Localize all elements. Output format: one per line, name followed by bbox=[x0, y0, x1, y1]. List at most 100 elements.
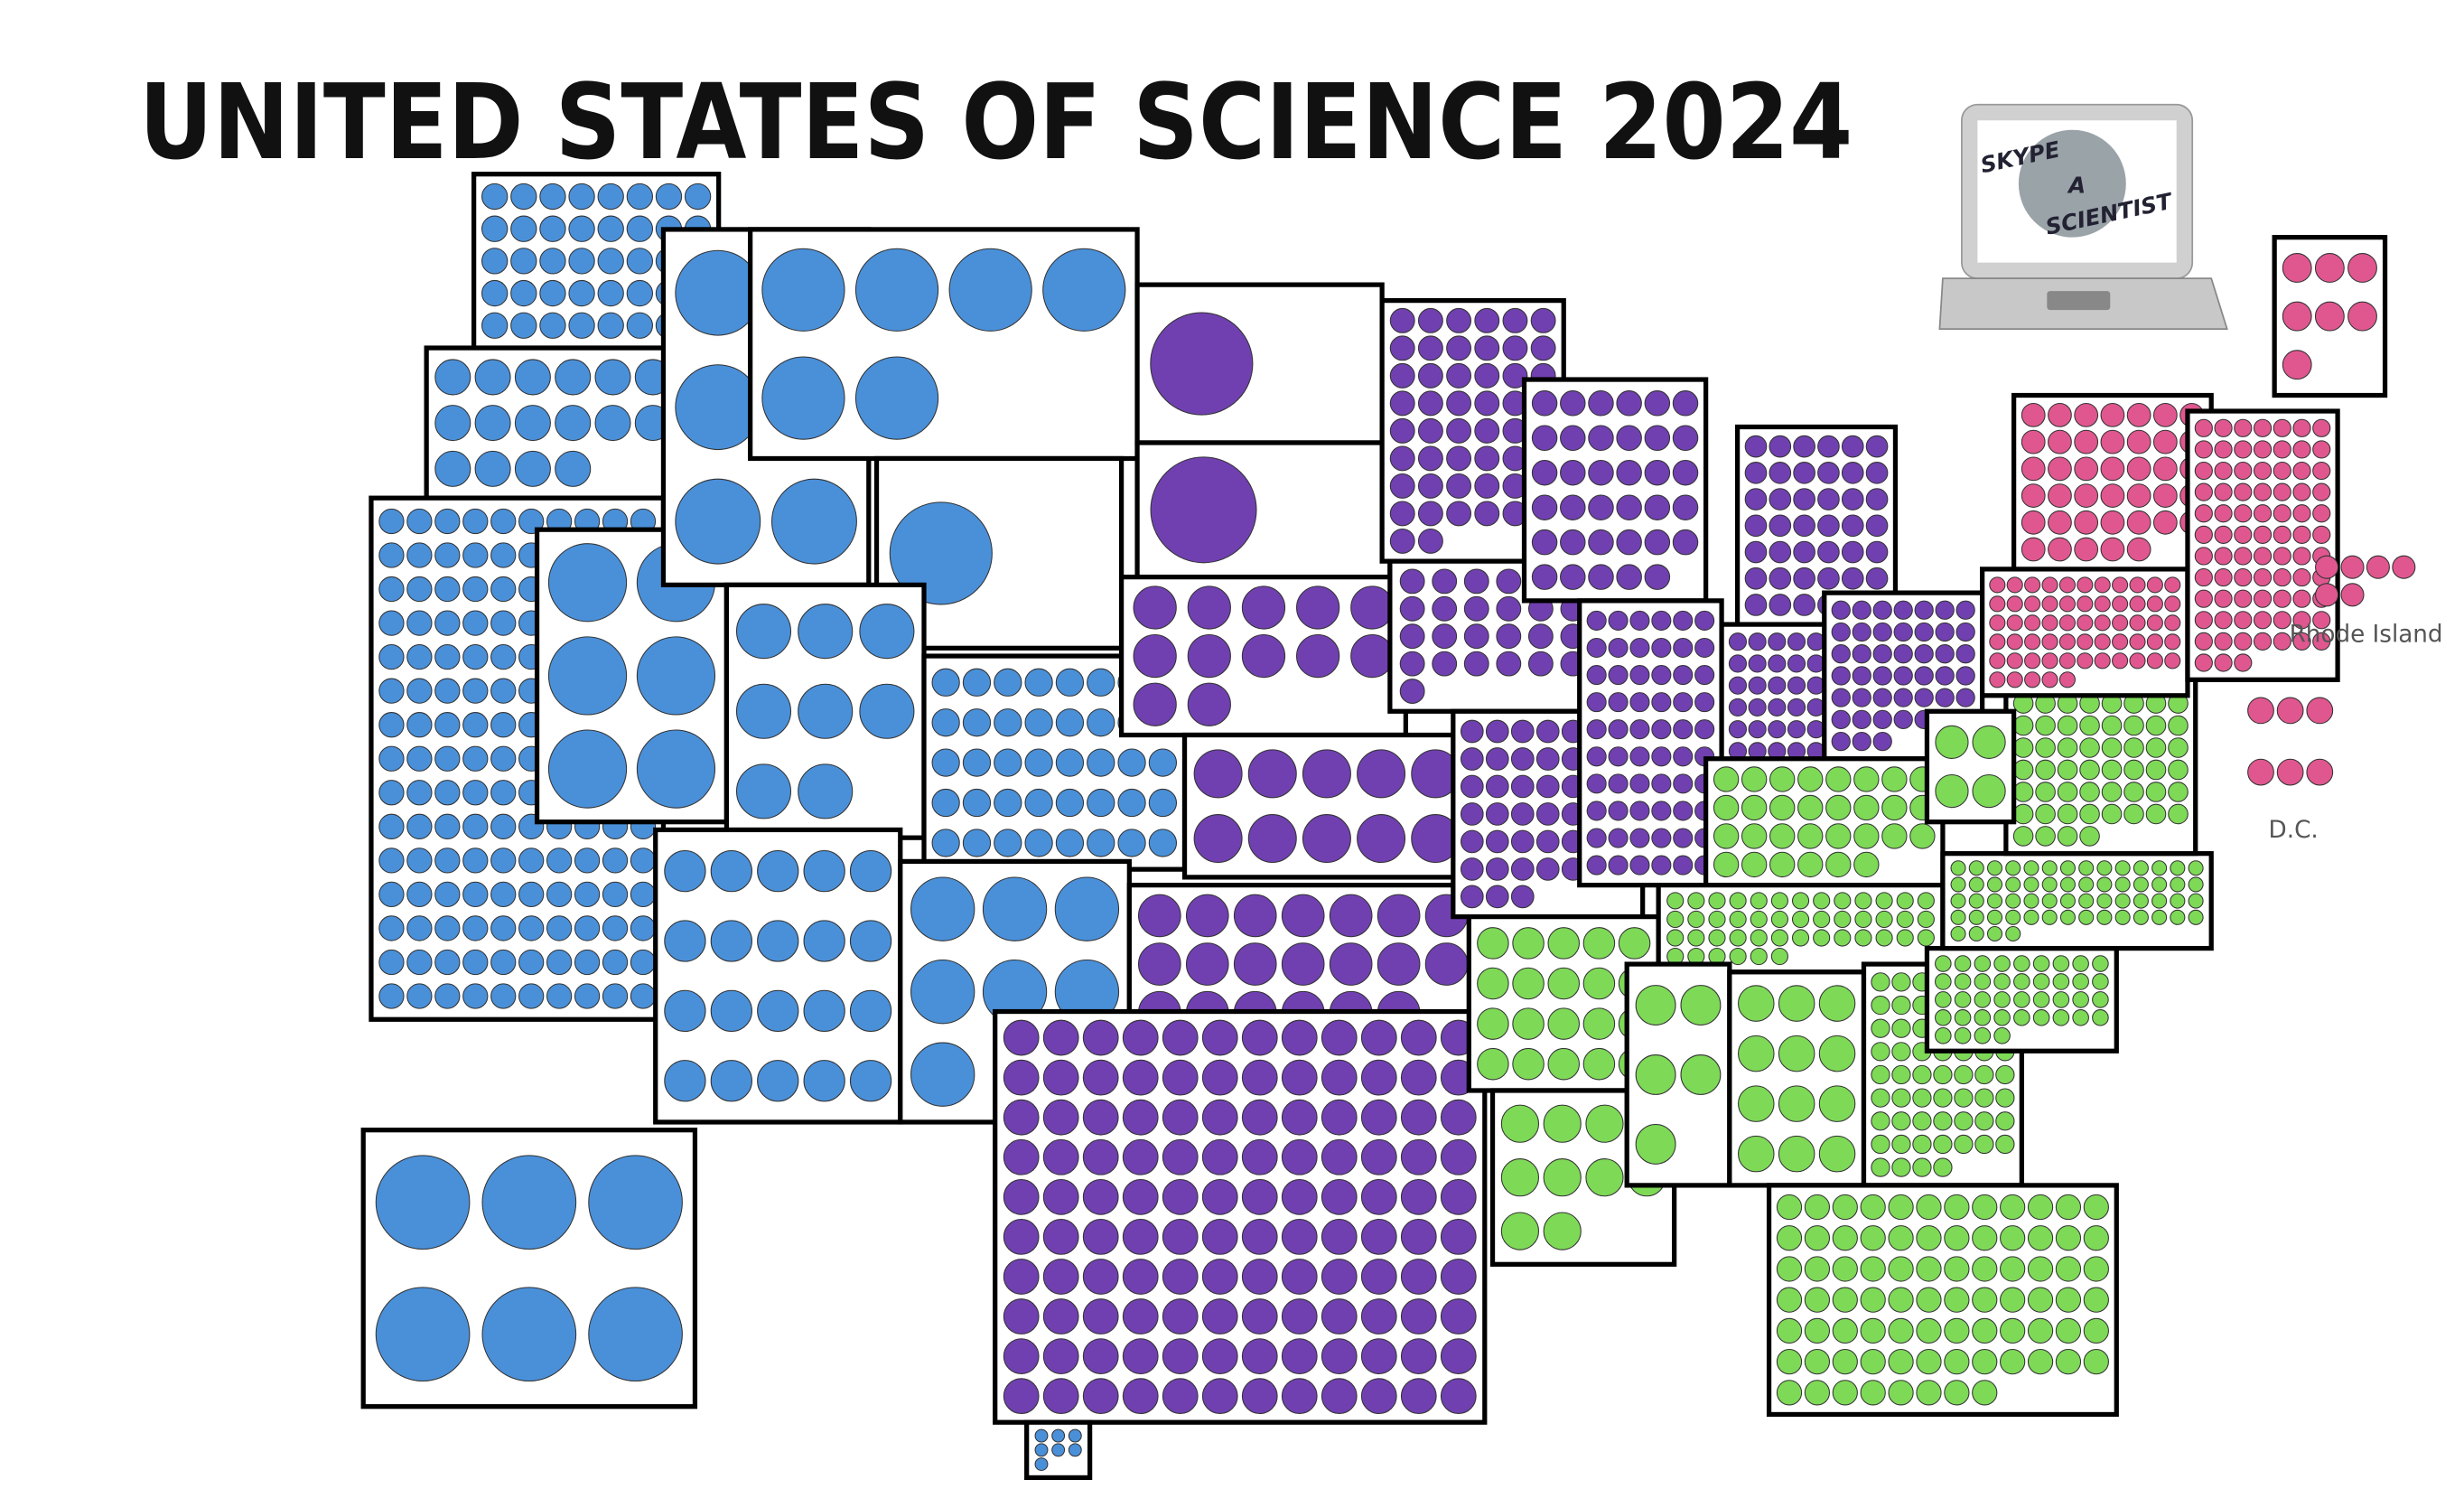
marker bbox=[1193, 814, 1243, 864]
marker bbox=[490, 542, 517, 568]
marker bbox=[1914, 622, 1934, 642]
marker bbox=[2048, 537, 2072, 562]
state bbox=[1577, 598, 1724, 888]
marker bbox=[1417, 307, 1443, 333]
marker bbox=[1389, 417, 1415, 444]
marker bbox=[1791, 910, 1810, 929]
marker bbox=[574, 983, 601, 1009]
marker bbox=[2100, 456, 2125, 482]
marker bbox=[1608, 773, 1629, 794]
marker bbox=[2276, 697, 2304, 725]
marker bbox=[626, 183, 654, 211]
marker bbox=[1321, 1019, 1358, 1056]
marker bbox=[2214, 525, 2233, 544]
marker bbox=[1841, 567, 1864, 590]
marker bbox=[1360, 1338, 1397, 1374]
state bbox=[1134, 440, 1393, 580]
marker bbox=[2083, 1287, 2109, 1313]
marker bbox=[1474, 473, 1500, 499]
marker bbox=[2170, 860, 2186, 876]
state-shape bbox=[1521, 377, 1709, 604]
marker bbox=[1510, 802, 1535, 826]
marker bbox=[2006, 614, 2023, 632]
marker bbox=[2077, 652, 2094, 670]
marker bbox=[2282, 301, 2312, 332]
marker bbox=[2077, 595, 2094, 613]
marker bbox=[481, 215, 509, 242]
marker bbox=[1841, 488, 1864, 510]
marker bbox=[378, 508, 405, 535]
marker bbox=[481, 312, 509, 339]
marker bbox=[1485, 802, 1509, 826]
marker bbox=[849, 920, 892, 962]
marker bbox=[2094, 652, 2111, 670]
marker bbox=[1586, 719, 1607, 740]
marker bbox=[626, 312, 654, 339]
marker bbox=[1399, 623, 1425, 650]
marker bbox=[1741, 794, 1768, 821]
marker bbox=[2077, 576, 2094, 594]
marker bbox=[1666, 910, 1685, 929]
marker bbox=[481, 1287, 577, 1382]
marker bbox=[1424, 942, 1469, 986]
marker bbox=[2079, 826, 2100, 847]
marker bbox=[994, 708, 1022, 737]
marker bbox=[1854, 910, 1872, 929]
marker bbox=[2145, 759, 2167, 781]
marker bbox=[1748, 720, 1767, 739]
state bbox=[1924, 708, 2017, 825]
marker bbox=[602, 881, 629, 908]
marker bbox=[1860, 1349, 1886, 1375]
marker bbox=[2151, 909, 2168, 925]
marker bbox=[1187, 585, 1231, 630]
marker bbox=[1399, 568, 1425, 595]
marker bbox=[2101, 782, 2123, 802]
marker bbox=[2292, 482, 2311, 501]
marker bbox=[1122, 1178, 1159, 1215]
marker bbox=[757, 920, 799, 962]
marker bbox=[710, 989, 752, 1033]
marker bbox=[2152, 456, 2178, 482]
marker bbox=[982, 876, 1048, 941]
marker bbox=[1586, 610, 1607, 631]
marker bbox=[474, 359, 511, 396]
marker bbox=[2094, 614, 2111, 632]
marker bbox=[1302, 749, 1351, 799]
marker bbox=[2079, 803, 2100, 825]
marker bbox=[1241, 1219, 1278, 1255]
marker bbox=[1888, 1380, 1914, 1406]
marker bbox=[1608, 855, 1629, 876]
marker bbox=[1787, 632, 1806, 651]
marker bbox=[1042, 1298, 1079, 1334]
state bbox=[1024, 1419, 1093, 1481]
marker bbox=[803, 920, 845, 962]
marker bbox=[1872, 709, 1892, 730]
marker bbox=[1281, 894, 1325, 938]
marker bbox=[1003, 1178, 1040, 1215]
marker bbox=[1535, 747, 1560, 771]
marker bbox=[1944, 1287, 1970, 1313]
marker bbox=[1201, 1019, 1238, 1056]
marker bbox=[1672, 529, 1699, 556]
marker bbox=[2012, 826, 2034, 847]
marker bbox=[597, 183, 624, 211]
marker bbox=[1729, 892, 1747, 910]
marker bbox=[2129, 614, 2146, 632]
marker bbox=[2164, 614, 2181, 632]
marker bbox=[2006, 576, 2023, 594]
marker bbox=[481, 1155, 577, 1250]
marker bbox=[1769, 794, 1796, 821]
marker bbox=[2101, 737, 2123, 758]
marker bbox=[1500, 1104, 1540, 1143]
marker bbox=[2123, 737, 2144, 758]
marker bbox=[1560, 459, 1586, 486]
marker bbox=[1853, 823, 1880, 849]
marker bbox=[2123, 803, 2144, 825]
marker bbox=[378, 745, 405, 772]
marker bbox=[1687, 910, 1705, 929]
marker bbox=[1768, 654, 1787, 673]
marker bbox=[490, 610, 517, 636]
marker bbox=[1950, 893, 1966, 909]
marker bbox=[1512, 1047, 1545, 1081]
marker bbox=[1804, 1317, 1831, 1344]
